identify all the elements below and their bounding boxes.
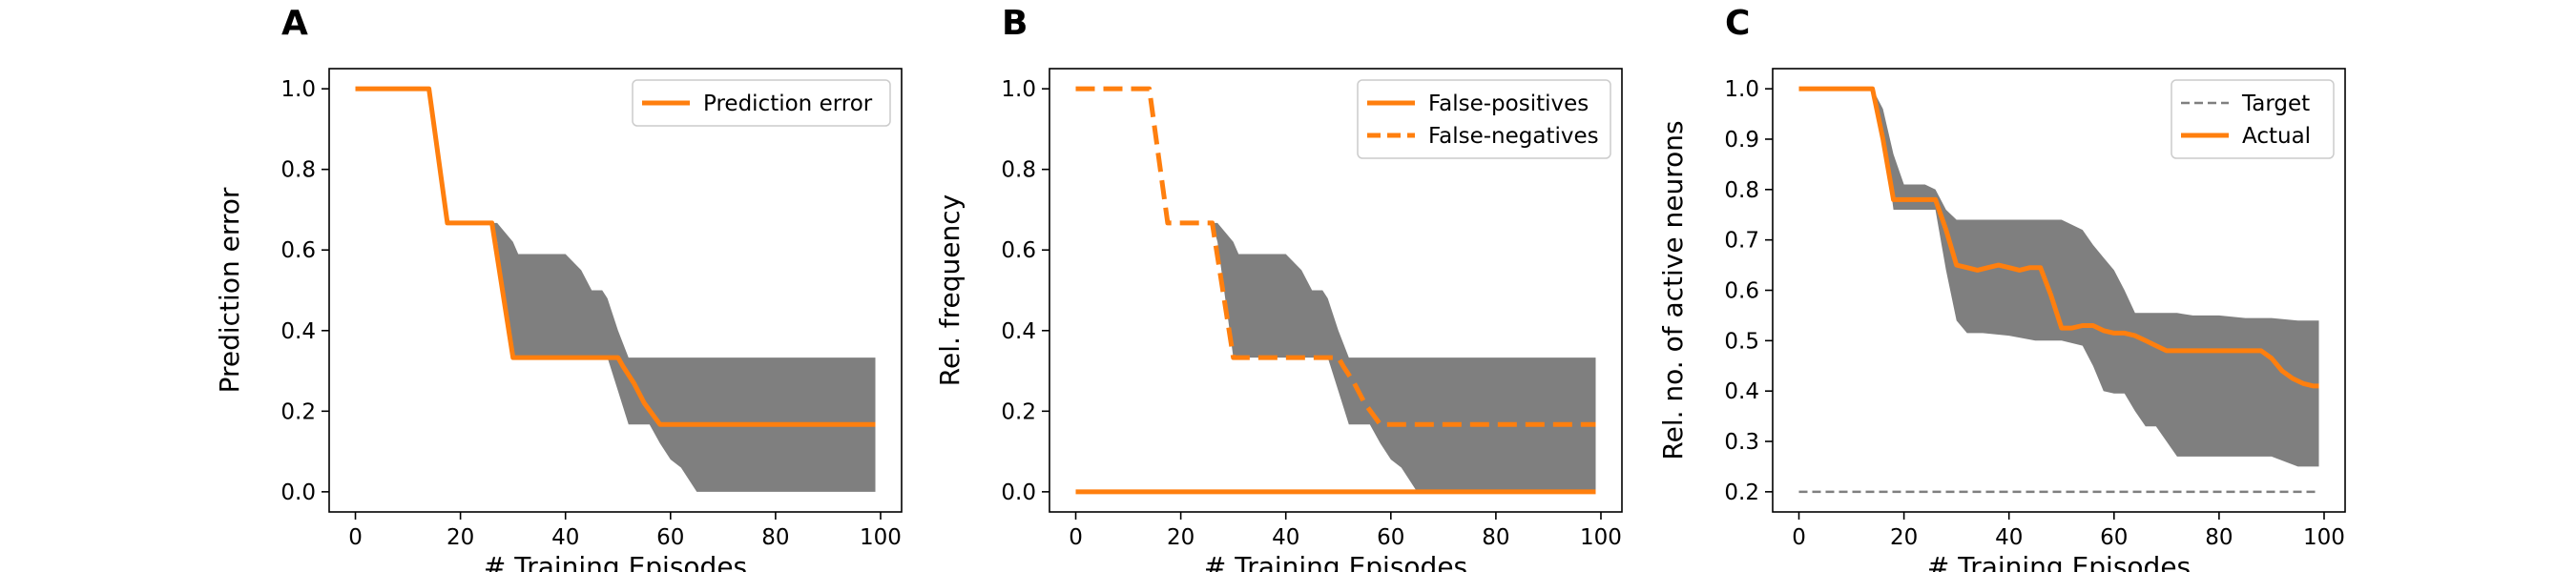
y-tick-label: 0.2 — [1724, 480, 1759, 505]
y-tick-label: 0.4 — [1001, 319, 1036, 344]
x-axis-label: # Training Episodes — [484, 551, 747, 572]
x-tick-label: 40 — [1995, 525, 2023, 550]
panel-letter: C — [1725, 4, 1750, 43]
panel-a: A 0 20 40 60 80 100 0.0 0.2 0.4 0.6 0.8 1.0 # Trainin… — [214, 4, 903, 572]
y-tick-label: 0.6 — [1724, 279, 1759, 304]
x-tick-label: 100 — [2303, 525, 2345, 550]
panel-b: B 0 20 40 60 80 100 0.0 0.2 0.4 0.6 0.8 1.0 # Trainin… — [934, 4, 1623, 572]
y-tick-label: 0.6 — [280, 238, 316, 263]
y-tick-label: 0.6 — [1001, 238, 1036, 263]
y-axis-label: Prediction error — [214, 187, 245, 393]
y-tick-label: 0.0 — [1001, 480, 1036, 505]
legend-label: Prediction error — [703, 92, 873, 116]
x-tick-label: 100 — [1580, 525, 1622, 550]
x-tick-label: 60 — [2100, 525, 2128, 550]
y-tick-label: 1.0 — [280, 77, 316, 102]
panel-letter: A — [281, 4, 308, 43]
x-axis-label: # Training Episodes — [1927, 551, 2191, 572]
y-tick-label: 0.3 — [1724, 430, 1759, 455]
y-tick-label: 0.8 — [1001, 158, 1036, 183]
confidence-band — [355, 89, 876, 492]
y-tick-label: 0.2 — [1001, 399, 1036, 424]
x-tick-label: 60 — [656, 525, 684, 550]
y-tick-label: 1.0 — [1001, 77, 1036, 102]
y-tick-label: 0.8 — [1724, 178, 1759, 203]
x-tick-label: 100 — [860, 525, 902, 550]
legend-label: False-positives — [1428, 92, 1589, 116]
legend-label: False-negatives — [1428, 124, 1599, 149]
y-tick-label: 0.0 — [280, 480, 316, 505]
series-line-false-negatives — [1075, 86, 1596, 427]
x-tick-label: 80 — [2205, 525, 2233, 550]
series-line-actual — [1798, 86, 2319, 389]
legend-box — [2171, 79, 2335, 159]
x-tick-label: 20 — [1890, 525, 1918, 550]
x-tick-label: 40 — [551, 525, 579, 550]
x-tick-label: 0 — [1792, 525, 1806, 550]
y-axis-label: Rel. no. of active neurons — [1657, 120, 1689, 460]
x-tick-label: 20 — [1167, 525, 1195, 550]
legend-box — [632, 79, 891, 127]
y-tick-label: 0.4 — [280, 319, 316, 344]
confidence-band — [1798, 89, 2319, 467]
x-tick-label: 60 — [1377, 525, 1404, 550]
y-tick-label: 0.4 — [1724, 379, 1759, 404]
y-tick-label: 0.2 — [280, 399, 316, 424]
x-tick-label: 40 — [1272, 525, 1299, 550]
y-tick-label: 0.7 — [1724, 229, 1759, 254]
legend: False-positives False-negatives — [1357, 79, 1611, 159]
x-axis-label: # Training Episodes — [1204, 551, 1467, 572]
panel-letter: B — [1002, 4, 1028, 43]
legend-label: Actual — [2242, 124, 2311, 149]
legend-label: Target — [2241, 92, 2310, 116]
legend: Target Actual — [2171, 79, 2335, 159]
x-tick-label: 20 — [447, 525, 474, 550]
y-tick-label: 1.0 — [1724, 77, 1759, 102]
y-tick-label: 0.9 — [1724, 128, 1759, 153]
y-axis-label: Rel. frequency — [934, 194, 966, 386]
axes-frame — [328, 68, 903, 513]
x-tick-label: 0 — [1069, 525, 1083, 550]
series-line-prediction-error — [355, 86, 876, 427]
axes-frame — [1049, 68, 1623, 513]
y-tick-label: 0.5 — [1724, 329, 1759, 354]
legend: Prediction error — [632, 79, 891, 127]
x-tick-label: 80 — [1482, 525, 1509, 550]
x-tick-label: 0 — [348, 525, 363, 550]
panel-c: C 0 20 40 60 80 100 0.2 0.3 0.4 0.5 0.6 0.7 0.8 0.9 1.0… — [1657, 4, 2346, 572]
legend-box — [1357, 79, 1611, 159]
y-tick-label: 0.8 — [280, 158, 316, 183]
x-tick-label: 80 — [761, 525, 789, 550]
